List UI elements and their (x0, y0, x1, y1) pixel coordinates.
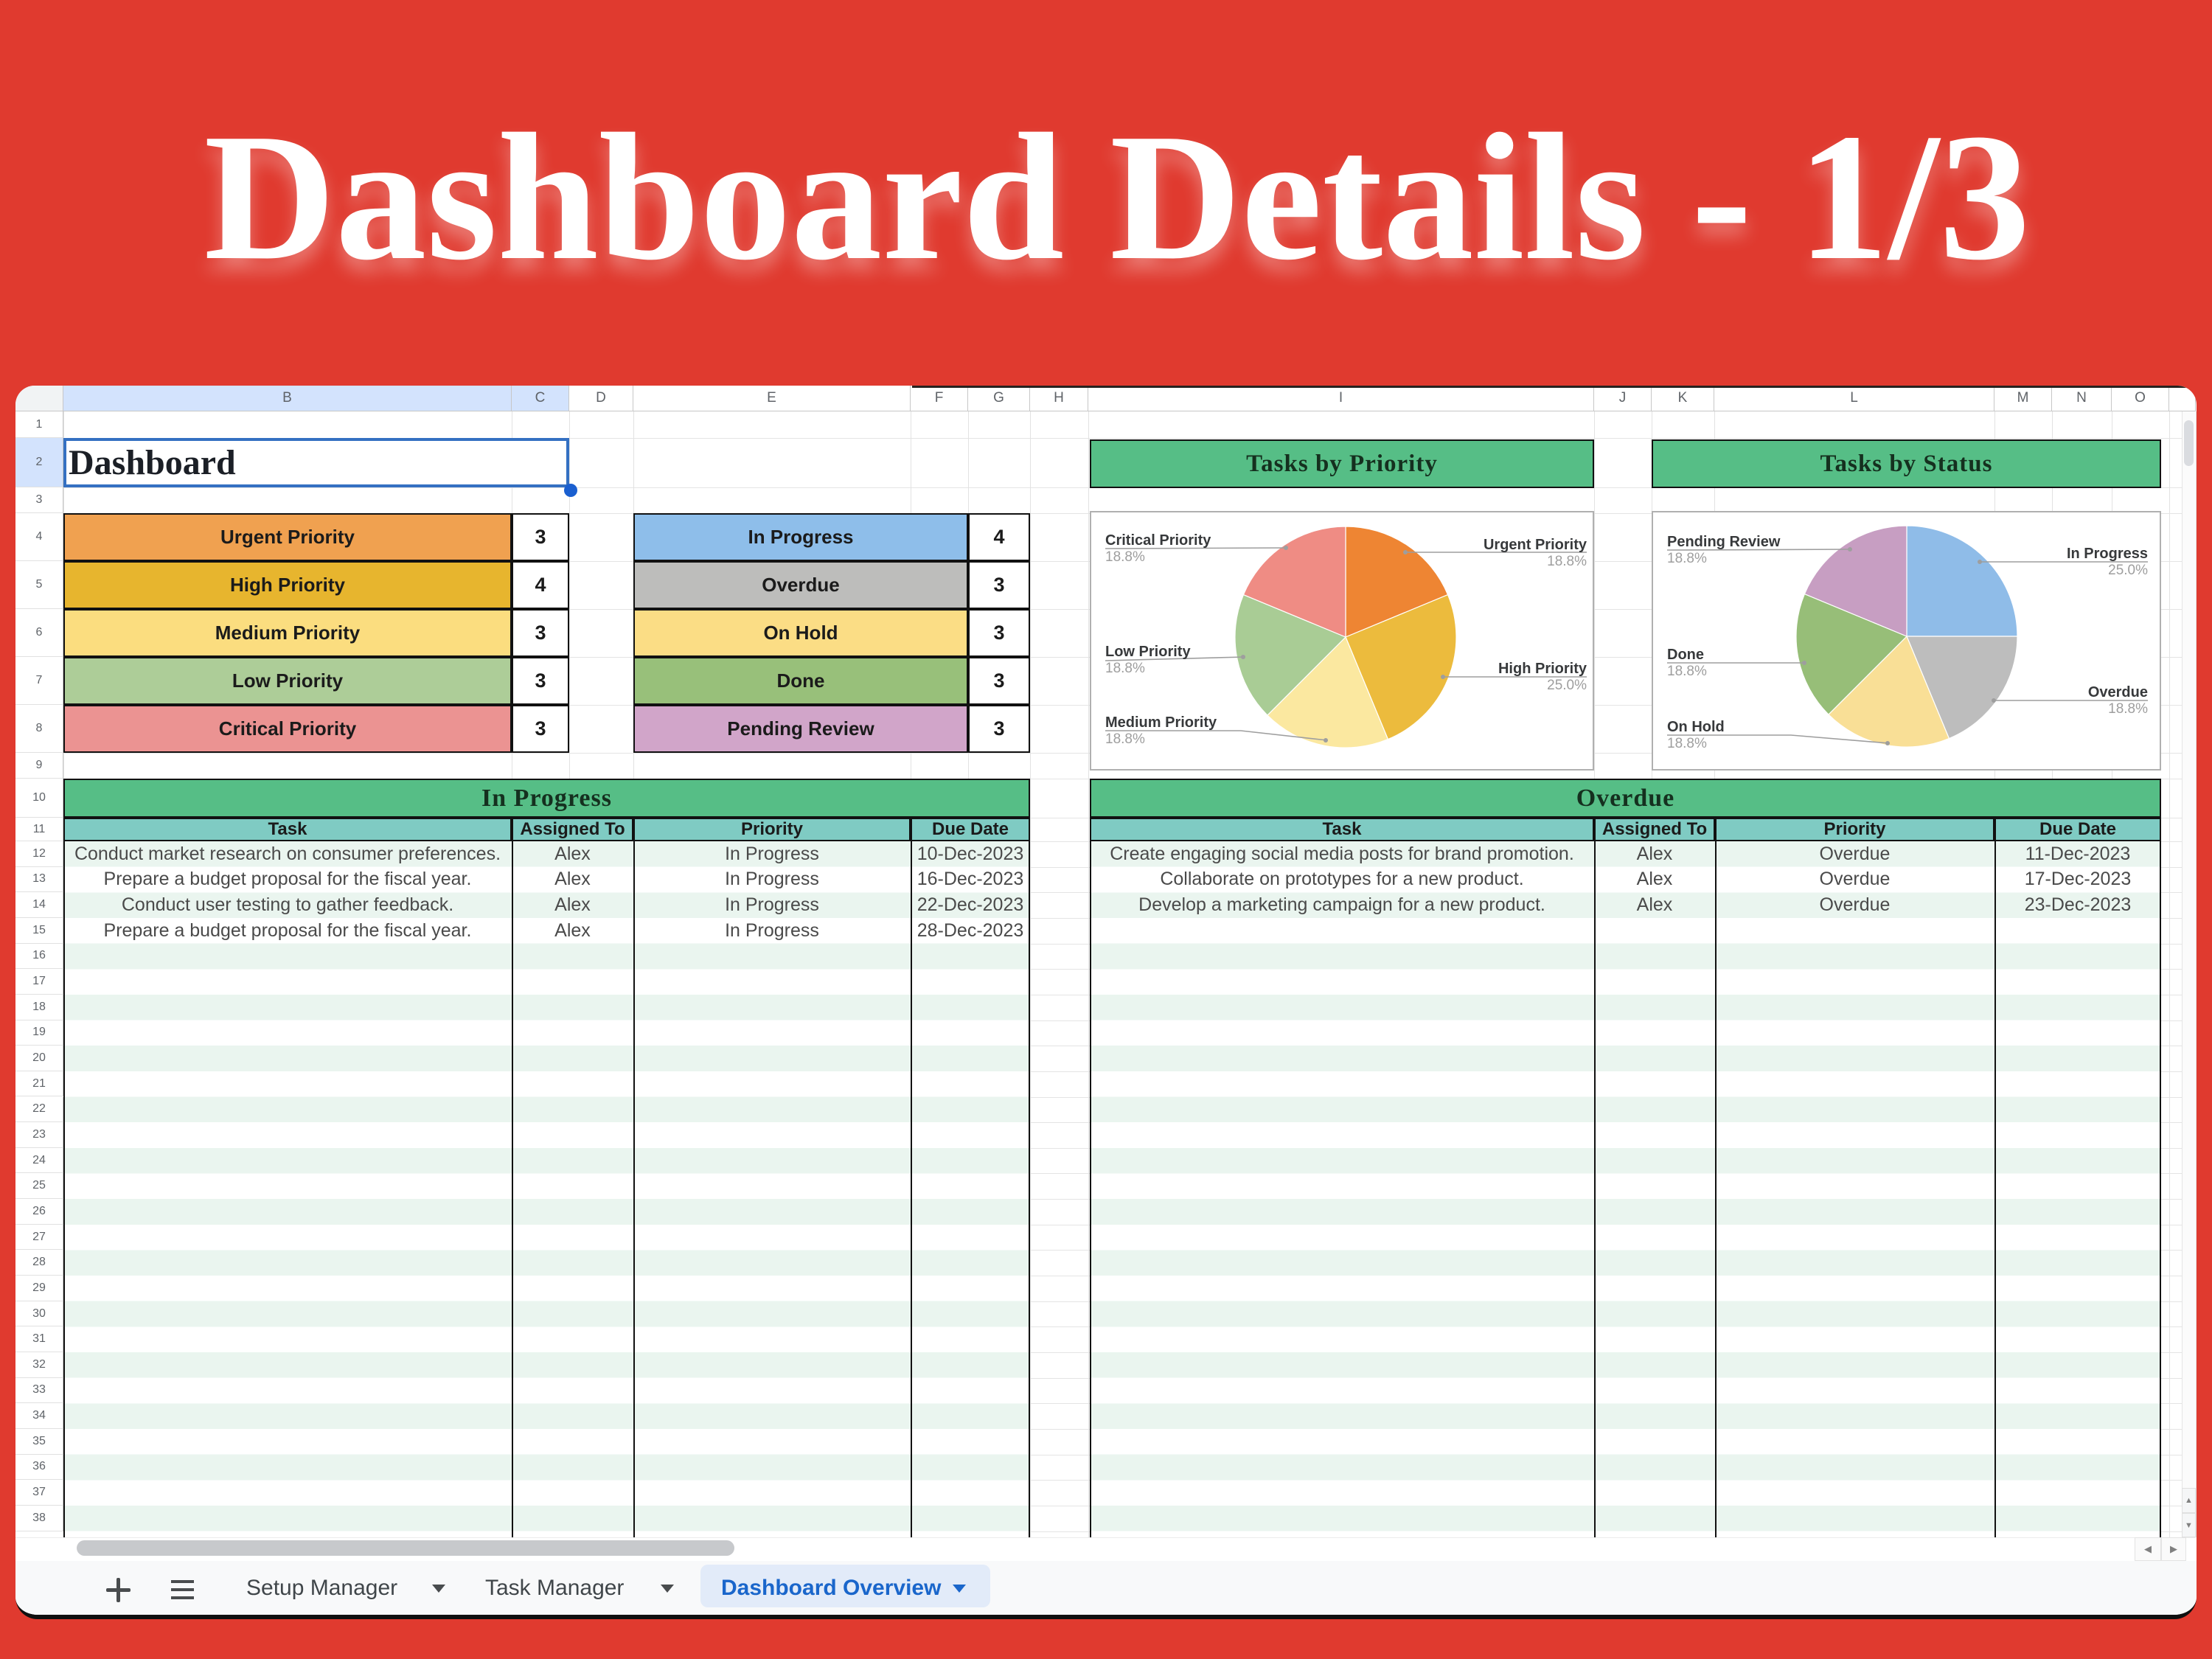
svg-text:18.8%: 18.8% (1105, 549, 1145, 565)
svg-text:Overdue: Overdue (2088, 684, 2148, 700)
svg-text:18.8%: 18.8% (1667, 664, 1707, 679)
svg-text:High Priority: High Priority (1498, 661, 1587, 677)
svg-text:Pending Review: Pending Review (1667, 534, 1781, 550)
svg-text:Medium Priority: Medium Priority (1105, 714, 1217, 731)
svg-text:Critical Priority: Critical Priority (1105, 532, 1211, 549)
svg-text:18.8%: 18.8% (1667, 736, 1707, 751)
svg-text:18.8%: 18.8% (1105, 661, 1145, 676)
svg-text:Urgent Priority: Urgent Priority (1484, 537, 1587, 553)
svg-text:18.8%: 18.8% (1667, 551, 1707, 566)
svg-text:18.8%: 18.8% (2108, 701, 2148, 717)
svg-text:On Hold: On Hold (1667, 719, 1725, 735)
svg-text:Done: Done (1667, 647, 1704, 663)
svg-text:25.0%: 25.0% (1547, 678, 1587, 693)
svg-text:25.0%: 25.0% (2108, 563, 2148, 578)
svg-text:Low Priority: Low Priority (1105, 644, 1191, 660)
svg-text:In Progress: In Progress (2067, 546, 2148, 562)
svg-text:18.8%: 18.8% (1105, 731, 1145, 747)
svg-text:18.8%: 18.8% (1547, 554, 1587, 569)
